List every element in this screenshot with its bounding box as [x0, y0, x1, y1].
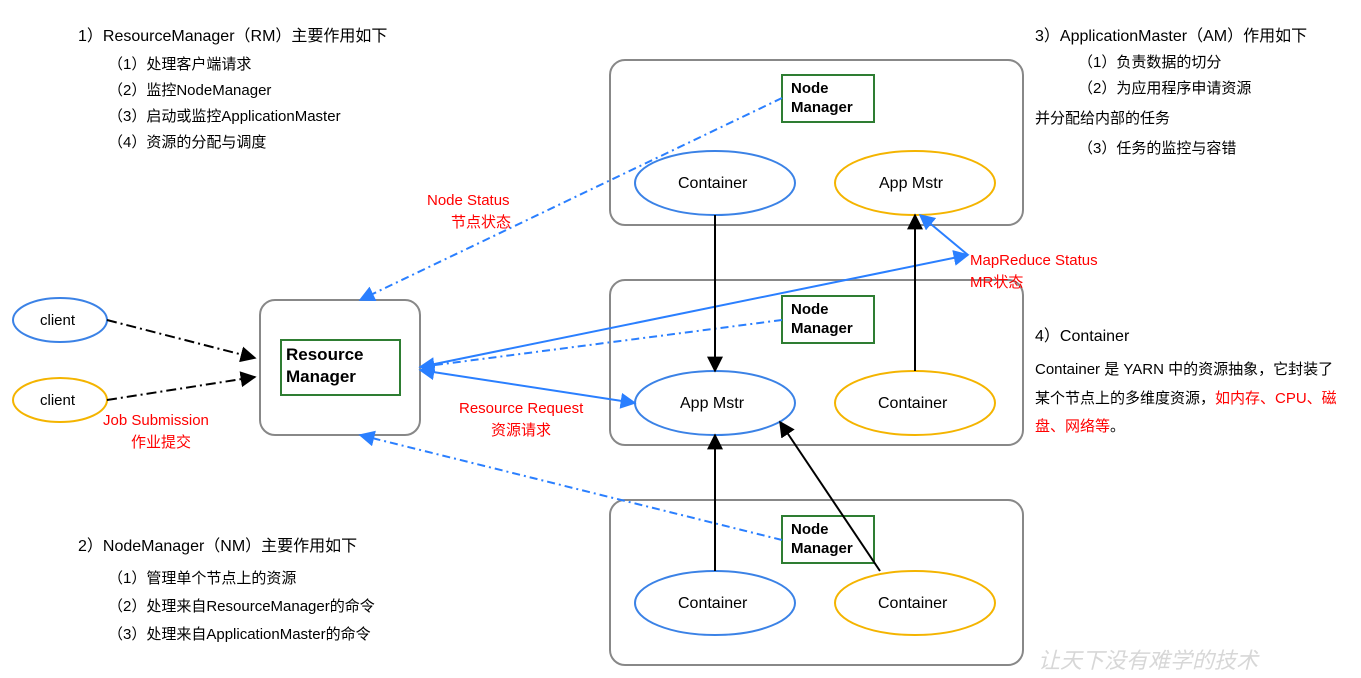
section2-item-2: （2）处理来自ResourceManager的命令 [108, 596, 375, 617]
p2e1-label: App Mstr [680, 393, 744, 415]
section4-body: Container 是 YARN 中的资源抽象，它封装了某个节点上的多维度资源，… [1035, 356, 1345, 442]
label-node-status-cn: 节点状态 [451, 212, 511, 233]
edge-mrstatus-appmstr1 [920, 215, 968, 255]
edge-rm-mrstatus [420, 255, 968, 367]
section3-item-4: （3）任务的监控与容错 [1078, 138, 1236, 159]
nm2-label-1: Node [791, 299, 829, 320]
p3e1-label: Container [678, 593, 747, 615]
nm2-label-2: Manager [791, 318, 853, 339]
client-2-label: client [40, 390, 75, 411]
section4-body-end: 。 [1110, 418, 1125, 435]
label-resource-request: Resource Request [459, 398, 583, 419]
section3-title: 3）ApplicationMaster（AM）作用如下 [1035, 26, 1307, 48]
p1e2-label: App Mstr [879, 173, 943, 195]
label-mr-status: MapReduce Status [970, 250, 1098, 271]
label-node-status: Node Status [427, 190, 510, 211]
section3-item-2: （2）为应用程序申请资源 [1078, 78, 1251, 99]
edge-nm2-rm [420, 320, 782, 367]
nm1-label-2: Manager [791, 97, 853, 118]
section3-item-1: （1）负责数据的切分 [1078, 52, 1221, 73]
section1-item-4: （4）资源的分配与调度 [108, 132, 266, 153]
section2-item-1: （1）管理单个节点上的资源 [108, 568, 296, 589]
label-mr-status-cn: MR状态 [970, 272, 1023, 293]
edge-client2-rm [107, 377, 255, 400]
watermark: 让天下没有难学的技术 [1038, 646, 1258, 677]
section1-item-2: （2）监控NodeManager [108, 80, 271, 101]
label-job-submission-cn: 作业提交 [131, 432, 191, 453]
section1-title: 1）ResourceManager（RM）主要作用如下 [78, 26, 387, 48]
edge-nm1-rm [360, 98, 782, 300]
nm3-label-2: Manager [791, 538, 853, 559]
section3-item-3: 并分配给内部的任务 [1035, 108, 1170, 129]
nm3-label-1: Node [791, 519, 829, 540]
p2e2-label: Container [878, 393, 947, 415]
p3e2-label: Container [878, 593, 947, 615]
section1-item-1: （1）处理客户端请求 [108, 54, 251, 75]
section2-title: 2）NodeManager（NM）主要作用如下 [78, 536, 357, 558]
section4-title: 4）Container [1035, 326, 1129, 348]
label-job-submission: Job Submission [103, 410, 209, 431]
edge-client1-rm [107, 320, 255, 358]
section2-item-3: （3）处理来自ApplicationMaster的命令 [108, 624, 371, 645]
nm1-label-1: Node [791, 78, 829, 99]
rm-label-1: Resource [286, 343, 363, 367]
p1e1-label: Container [678, 173, 747, 195]
label-resource-request-cn: 资源请求 [491, 420, 551, 441]
rm-label-2: Manager [286, 365, 356, 389]
client-1-label: client [40, 310, 75, 331]
section1-item-3: （3）启动或监控ApplicationMaster [108, 106, 341, 127]
edge-nm3-rm [360, 435, 782, 540]
